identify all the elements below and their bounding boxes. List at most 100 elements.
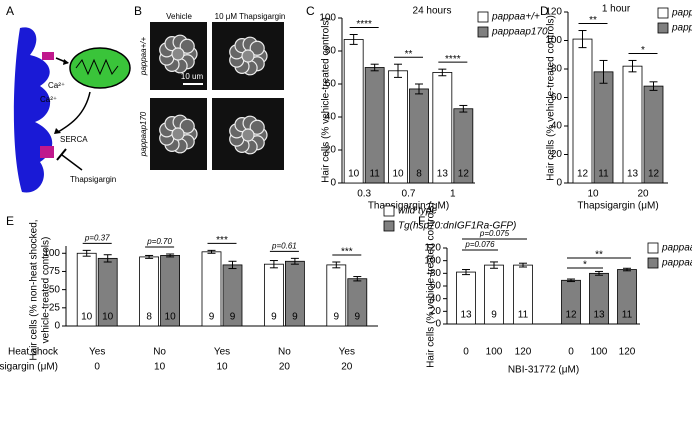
y-axis-label: vehicle-treated controls) [41,237,52,344]
significance-label: **** [356,19,372,30]
x-tick-label: 100 [591,347,608,358]
table-cell: No [278,347,291,358]
row-label: Heat shock [8,347,59,358]
sample-size: 9 [271,312,277,323]
y-axis-label: Hair cells (% vehicle-treated controls) [321,17,332,183]
y-tick-label: 100 [319,13,336,24]
bar [622,65,643,184]
legend-label: pappaa+/+ [671,8,692,19]
significance-label: **** [445,54,461,65]
legend-label: wild type [398,206,437,217]
row-label: Thapsigargin (μM) [0,362,58,373]
legend-swatch [477,11,489,23]
significance-label: ** [595,250,603,261]
sample-size: 10 [165,312,177,323]
y-tick-label: 60 [325,79,337,90]
x-tick-label: 0.3 [357,189,371,200]
sample-size: 13 [593,310,605,321]
serca-pump [40,146,54,158]
y-tick-label: 0 [54,321,60,332]
significance-label: p=0.61 [271,241,297,250]
sample-size: 12 [648,169,660,180]
sample-size: 9 [491,310,497,321]
hair-cell [249,119,265,135]
sample-size: 10 [81,312,93,323]
table-cell: 20 [279,362,291,373]
x-tick-label: 1 [450,189,456,200]
panel-note: 24 hours [413,6,452,17]
sample-size: 9 [355,312,361,323]
sample-size: 9 [230,312,236,323]
y-tick-label: 100 [545,35,562,46]
sample-size: 10 [392,169,404,180]
y-tick-label: 50 [49,284,61,295]
y-tick-label: 0 [556,178,562,189]
table-cell: No [153,347,166,358]
hair-cell [241,128,255,142]
arrowhead [63,59,69,65]
bar [432,72,453,184]
bar [388,70,408,184]
legend-swatch [657,22,669,34]
sample-size: 8 [416,169,422,180]
y-tick-label: 40 [551,121,563,132]
table-cell: Yes [89,347,105,358]
table-cell: 10 [154,362,166,373]
sample-size: 9 [292,312,298,323]
legend-swatch [647,242,659,254]
x-axis-label: Thapsigargin (μM) [577,201,658,212]
y-tick-label: 120 [424,243,441,254]
legend-label: pappaap170 [491,27,548,38]
panel-note: 1 hour [602,4,631,15]
mitochondrion [69,47,131,89]
significance-label: p=0.70 [146,237,172,246]
column-label: Vehicle [166,12,192,21]
panel-label: B [134,4,142,18]
x-tick-label: 100 [486,347,503,358]
y-axis-label: Hair cells (% non-heat shocked, [29,219,40,360]
inhibition-line [61,154,83,171]
y-tick-label: 120 [545,7,562,18]
x-axis-label: NBI-31772 (μM) [508,365,579,376]
diagram-label: SERCA [60,135,88,144]
y-tick-label: 20 [551,149,563,160]
panel-label: E [6,214,14,228]
arrowhead [54,128,61,134]
sample-size: 13 [460,310,472,321]
legend-label: pappaa+/+ [491,12,540,23]
y-tick-label: 80 [325,46,337,57]
y-tick-label: 60 [430,281,442,292]
legend-swatch [657,7,669,19]
table-cell: Yes [214,347,230,358]
sample-size: 10 [102,312,114,323]
y-axis-label: Hair cells (% vehicle-treated controls) [426,202,437,368]
micrographs: Vehicle 10 μM Thapsigargin pappaa+/+ pap… [139,12,285,170]
bar [364,67,385,184]
sample-size: 11 [518,310,529,321]
sample-size: 13 [627,169,639,180]
x-tick-label: 120 [619,347,636,358]
hair-cell [241,49,255,63]
sample-size: 12 [565,310,577,321]
y-tick-label: 60 [551,92,563,103]
sample-size: 9 [334,312,340,323]
table-cell: 10 [216,362,228,373]
y-tick-label: 20 [325,145,337,156]
significance-label: * [641,45,645,56]
y-tick-label: 100 [43,248,60,259]
y-tick-label: 0 [435,319,441,330]
x-tick-label: 0 [463,347,469,358]
x-tick-label: 120 [515,347,532,358]
uptake-arrow [57,91,91,133]
panel-label: C [306,4,315,18]
y-tick-label: 0 [330,178,336,189]
hair-cell [171,47,185,61]
sample-size: 11 [369,169,380,180]
x-tick-label: 0.7 [402,189,416,200]
sample-size: 11 [598,169,609,180]
y-tick-label: 75 [49,266,61,277]
significance-label: *** [216,235,228,246]
sample-size: 8 [146,312,152,323]
x-tick-label: 20 [637,189,649,200]
